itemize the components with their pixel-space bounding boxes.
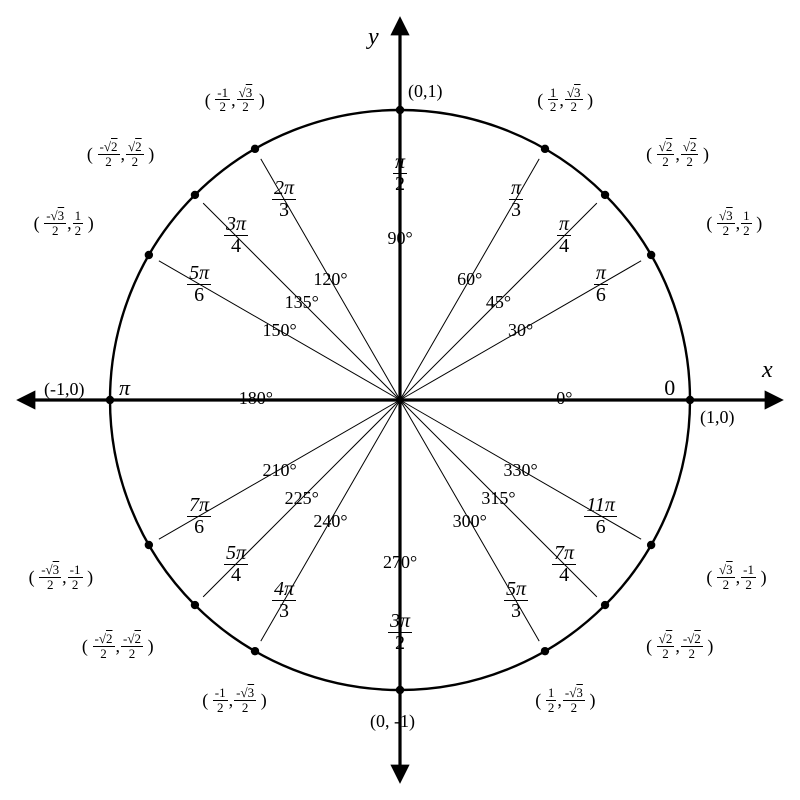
point-120 (251, 145, 259, 153)
rad-label-30: π6 (594, 263, 608, 306)
coord-label-210: ( -√32 , -12 ) (29, 563, 94, 591)
coord-label-45: ( √22 , √22 ) (646, 140, 709, 168)
coord-label-135: ( -√22 , √22 ) (87, 140, 154, 168)
deg-label-270: 270° (383, 553, 417, 571)
point-225 (191, 601, 199, 609)
coord-label-315: ( √22 , -√22 ) (646, 632, 713, 660)
rad-label-240: 4π3 (272, 579, 296, 622)
deg-label-45: 45° (486, 293, 511, 311)
point-330 (647, 541, 655, 549)
coord-label-300: ( 12 , -√32 ) (535, 686, 595, 714)
rad-label-120: 2π3 (272, 178, 296, 221)
coord-180: (-1,0) (44, 380, 84, 398)
deg-label-90: 90° (388, 229, 413, 247)
point-45 (601, 191, 609, 199)
rad-label-270: 3π2 (388, 611, 412, 654)
rad-label-225: 5π4 (224, 543, 248, 586)
y-axis-label: y (368, 25, 379, 49)
coord-0: (1,0) (700, 408, 735, 426)
point-150 (145, 251, 153, 259)
coord-270: (0, -1) (370, 712, 415, 730)
rad-label-315: 7π4 (552, 543, 576, 586)
point-210 (145, 541, 153, 549)
rad-label-135: 3π4 (224, 214, 248, 257)
coord-label-60: ( 12 , √32 ) (537, 86, 593, 114)
coord-label-150: ( -√32 , 12 ) (34, 209, 94, 237)
coord-label-120: ( -12 , √32 ) (205, 86, 265, 114)
coord-label-30: ( √32 , 12 ) (706, 209, 762, 237)
unit-circle-diagram: x y (1,0) (0,1) (-1,0) (0, -1) 0° 30° 45°6… (0, 0, 800, 800)
point-135 (191, 191, 199, 199)
coord-label-240: ( -12 , -√32 ) (202, 686, 267, 714)
deg-label-240: 240° (313, 512, 347, 530)
rad-label-300: 5π3 (504, 579, 528, 622)
point-300 (541, 647, 549, 655)
unit-circle-svg (0, 0, 800, 800)
rad-label-60: π3 (509, 178, 523, 221)
deg-label-315: 315° (481, 489, 515, 507)
point-0 (686, 396, 694, 404)
point-90 (396, 106, 404, 114)
point-315 (601, 601, 609, 609)
rad-label-0: 0 (664, 377, 675, 399)
deg-label-120: 120° (313, 270, 347, 288)
coord-label-330: ( √32 , -12 ) (706, 563, 766, 591)
deg-label-180: 180° (239, 389, 273, 407)
point-180 (106, 396, 114, 404)
rad-label-180: π (119, 377, 130, 399)
deg-label-150: 150° (262, 321, 296, 339)
deg-label-60: 60° (457, 270, 482, 288)
deg-label-330: 330° (504, 461, 538, 479)
rad-label-330: 11π6 (584, 495, 617, 538)
deg-label-30: 30° (508, 321, 533, 339)
deg-label-300: 300° (453, 512, 487, 530)
rad-label-45: π4 (557, 214, 571, 257)
deg-label-210: 210° (262, 461, 296, 479)
point-270 (396, 686, 404, 694)
point-30 (647, 251, 655, 259)
rad-label-150: 5π6 (187, 263, 211, 306)
x-axis-label: x (762, 358, 773, 382)
rad-label-210: 7π6 (187, 495, 211, 538)
deg-label-0: 0° (556, 389, 572, 407)
point-60 (541, 145, 549, 153)
deg-label-225: 225° (285, 489, 319, 507)
rad-label-90: π2 (393, 152, 407, 195)
coord-label-225: ( -√22 , -√22 ) (82, 632, 154, 660)
point-240 (251, 647, 259, 655)
deg-label-135: 135° (285, 293, 319, 311)
coord-90: (0,1) (408, 82, 443, 100)
